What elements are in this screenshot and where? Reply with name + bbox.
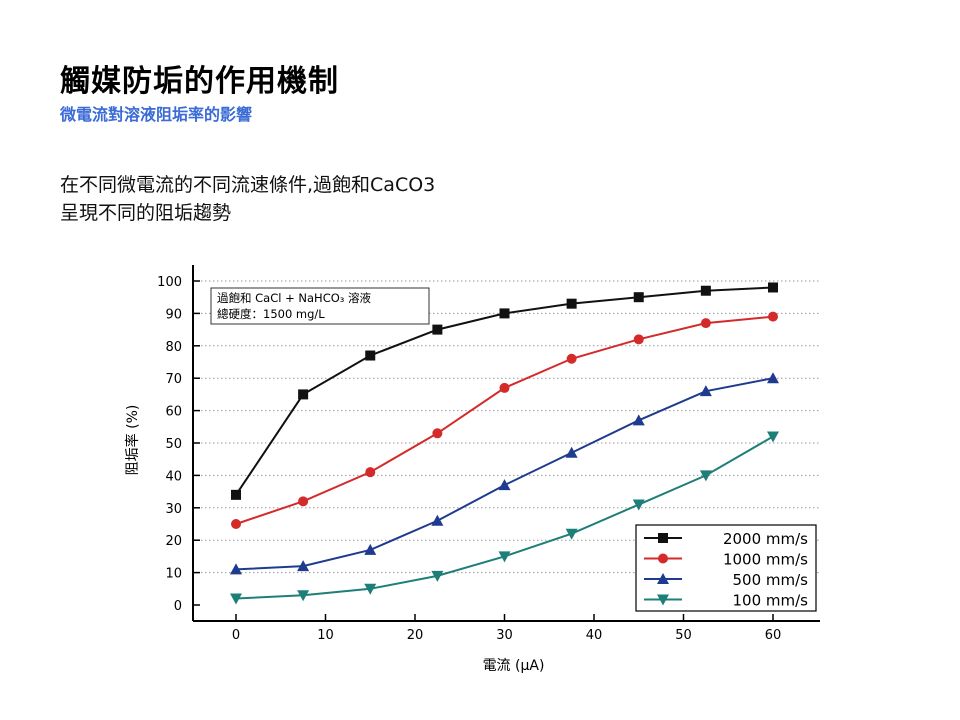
data-point — [498, 551, 511, 563]
data-point — [632, 499, 645, 511]
axes: 0 10 20 30 40 50 60 70 80 90 100 0 10 20 30 40 50 60 電流 (μ… — [124, 265, 820, 674]
data-point — [297, 560, 310, 572]
data-point — [699, 470, 712, 482]
slide-body: 在不同微電流的不同流速條件,過飽和CaCO3 呈現不同的阻垢趨勢 — [60, 171, 435, 227]
series-group — [230, 282, 779, 605]
data-point — [231, 519, 241, 529]
data-point — [700, 318, 711, 329]
legend-label: 1000 mm/s — [723, 551, 808, 569]
data-point — [298, 496, 309, 507]
slide-title: 觸媒防垢的作用機制 — [60, 64, 339, 99]
series-100-mm/s — [230, 431, 779, 605]
data-point — [565, 528, 578, 540]
data-point — [499, 382, 510, 393]
data-point — [364, 543, 377, 555]
data-point — [365, 350, 376, 361]
series-1000-mm/s — [231, 311, 778, 529]
data-point — [565, 446, 578, 458]
legend-entry: 1000 mm/s — [644, 551, 808, 569]
legend-marker — [658, 533, 668, 543]
y-tick-label: 80 — [165, 340, 182, 355]
y-tick-label: 10 — [165, 567, 182, 582]
x-tick-label: 30 — [496, 628, 513, 643]
data-point — [768, 311, 778, 322]
slide-subtitle: 微電流對溶液阻垢率的影響 — [60, 105, 253, 124]
body-line-1: 在不同微電流的不同流速條件,過飽和CaCO3 — [60, 174, 436, 196]
legend-marker — [658, 553, 668, 564]
x-tick-label: 50 — [675, 628, 692, 643]
data-point — [767, 431, 779, 443]
data-point — [431, 570, 444, 582]
y-axis-title: 阻垢率 (%) — [124, 405, 141, 476]
data-point — [230, 563, 242, 575]
legend-label: 2000 mm/s — [723, 530, 808, 548]
annotation-frame — [210, 287, 430, 325]
y-tick-label: 0 — [174, 599, 182, 614]
data-point — [566, 298, 577, 309]
data-point — [699, 385, 712, 397]
legend: 2000 mm/s 1000 mm/s 500 mm/s 100 mm/s — [635, 524, 817, 612]
data-point — [768, 282, 778, 293]
x-axis-title: 電流 (μA) — [483, 658, 545, 674]
legend-entry: 500 mm/s — [644, 571, 808, 589]
data-point — [297, 590, 310, 602]
data-point — [364, 583, 377, 595]
legend-marker — [657, 573, 669, 584]
data-point — [231, 489, 241, 500]
y-tick-label: 50 — [165, 437, 182, 452]
y-tick-label: 60 — [165, 405, 182, 420]
data-point — [432, 428, 443, 439]
legend-entry: 100 mm/s — [644, 592, 808, 610]
legend-marker — [657, 594, 669, 606]
body-line-2: 呈現不同的阻垢趨勢 — [60, 202, 232, 224]
data-point — [298, 389, 309, 400]
y-tick-label: 70 — [165, 372, 182, 387]
y-tick-label: 20 — [165, 534, 182, 549]
y-tick-label: 90 — [165, 307, 182, 322]
data-point — [498, 479, 511, 491]
data-point — [230, 593, 242, 605]
legend-label: 500 mm/s — [733, 571, 809, 589]
x-tick-label: 10 — [317, 628, 334, 643]
x-tick-label: 60 — [765, 628, 782, 643]
data-point — [566, 353, 577, 364]
legend-entry: 2000 mm/s — [644, 530, 808, 548]
data-point — [499, 308, 510, 319]
data-point — [633, 292, 644, 303]
annotation-line: 過飽和 CaCl + NaHCO₃ 溶液 — [217, 291, 372, 305]
data-point — [632, 414, 645, 426]
data-point — [633, 334, 644, 345]
x-tick-label: 40 — [586, 628, 603, 643]
data-point — [365, 467, 376, 478]
data-point — [431, 514, 444, 526]
x-tick-label: 0 — [232, 628, 240, 643]
series-500-mm/s — [230, 372, 779, 575]
y-tick-label: 40 — [165, 469, 182, 484]
series-line — [235, 315, 774, 525]
series-2000-mm/s — [231, 282, 778, 500]
data-point — [700, 285, 711, 296]
data-point — [767, 372, 779, 384]
y-tick-label: 30 — [165, 502, 182, 517]
legend-label: 100 mm/s — [733, 592, 809, 610]
y-tick-label: 100 — [157, 275, 182, 290]
data-point — [432, 324, 443, 335]
annotation-line: 總硬度：1500 mg/L — [217, 307, 325, 321]
x-tick-label: 20 — [407, 628, 424, 643]
